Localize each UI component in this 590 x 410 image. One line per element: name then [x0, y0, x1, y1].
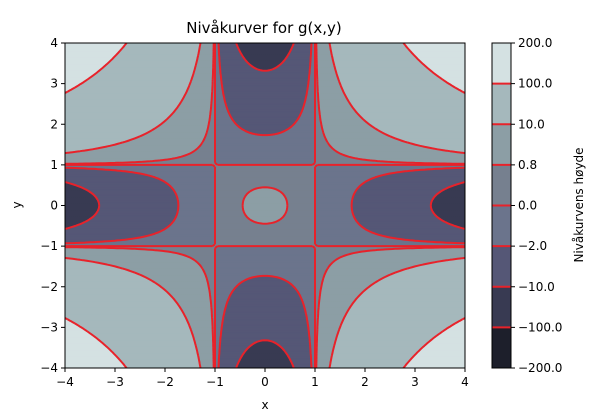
chart-title: Nivåkurver for g(x,y) — [186, 19, 342, 37]
filled-contours — [65, 43, 465, 368]
plot-area — [65, 43, 465, 368]
